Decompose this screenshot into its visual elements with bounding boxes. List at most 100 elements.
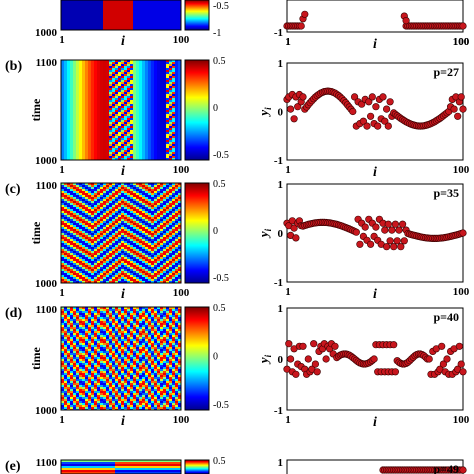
point-c-99 (459, 229, 467, 237)
heatmap-d-frame (60, 306, 182, 411)
heatmap-ytick-e-0: 1100 (36, 457, 58, 469)
point-b-58 (386, 98, 394, 106)
heatmap-ytick-a-0: 1000 (35, 27, 58, 39)
point-b-56 (383, 105, 391, 113)
heatmap-c-frame (60, 182, 182, 284)
point-b-42 (358, 100, 366, 108)
point-b-99 (459, 105, 467, 113)
point-c-39 (352, 228, 360, 236)
point-d-9 (299, 342, 307, 350)
point-a-43 (301, 10, 309, 18)
heatmap-ytick-d-1: 1000 (35, 405, 58, 417)
scatter-xtick-b-1: 100 (453, 164, 470, 176)
heatmap-xtick-c-0: 1 (59, 287, 65, 299)
point-c-56 (383, 243, 391, 251)
panel-label-e: (e) (5, 459, 21, 474)
point-a-8 (297, 22, 305, 30)
scatter-xtick-d-0: 1 (285, 414, 291, 426)
heatmap-b-frame (60, 59, 182, 161)
panel-label-d: (d) (5, 306, 22, 321)
scatter-ytick-d-0: 1 (278, 303, 284, 315)
colorbar-tick-a-1: -1 (213, 28, 221, 39)
heatmap-ytick-b-1: 1000 (35, 155, 58, 167)
scatter-ylabel-c: yi (256, 228, 273, 239)
point-c-58 (386, 237, 394, 245)
colorbar-tick-c-2: -0.5 (213, 273, 229, 284)
colorbar-a (185, 0, 209, 30)
scatter-d: yi (256, 307, 467, 411)
scatter-xtick-a-0: 1 (285, 36, 291, 48)
point-b-9 (299, 93, 307, 101)
point-b-4 (290, 115, 298, 123)
point-d-49 (370, 355, 378, 363)
colorbar-tick-b-2: -0.5 (213, 150, 229, 161)
colorbar-b-frame (184, 59, 210, 161)
point-b-47 (367, 112, 375, 120)
heatmap-xtick-d-1: 100 (173, 414, 190, 426)
point-c-65 (399, 220, 407, 228)
point-d-99 (459, 368, 467, 376)
point-c-63 (395, 226, 403, 234)
scatter-xtick-c-1: 100 (453, 286, 470, 298)
annotation-d: p=40 (433, 310, 459, 324)
colorbar-e-frame (184, 459, 210, 474)
scatter-xlabel-b: i (373, 165, 377, 180)
point-c-55 (381, 226, 389, 234)
scatter-ytick-e-0: 1 (278, 457, 284, 469)
scatter-e (286, 459, 467, 474)
point-b-55 (381, 117, 389, 125)
colorbar-tick-d-1: 0 (213, 352, 218, 363)
scatter-xtick-c-0: 1 (285, 286, 291, 298)
point-d-88 (439, 360, 448, 368)
scatter-xlabel-d: i (373, 415, 377, 430)
heatmap-xlabel-d: i (121, 414, 125, 429)
heatmap-ytick-c-1: 1000 (35, 278, 58, 290)
point-b-57 (384, 122, 392, 130)
point-c-44 (361, 223, 369, 231)
point-d-16 (311, 360, 320, 368)
annotation-c: p=35 (433, 186, 459, 200)
annotation-b: p=27 (433, 65, 459, 79)
scatter-ytick-b-2: -1 (274, 155, 283, 167)
scatter-xlabel-c: i (373, 287, 377, 302)
scatter-ytick-b-0: 1 (278, 58, 284, 70)
scatter-xtick-d-1: 100 (453, 414, 470, 426)
point-c-5 (292, 234, 300, 242)
point-b-96 (454, 112, 462, 120)
point-d-60 (390, 341, 398, 349)
point-b-48 (368, 93, 376, 101)
scatter-xtick-b-0: 1 (285, 164, 291, 176)
colorbar-tick-e-0: 0.5 (213, 456, 226, 467)
colorbar-c-frame (184, 182, 210, 284)
scatter-xtick-a-1: 100 (453, 36, 470, 48)
heatmap-ylabel-d: time (29, 347, 43, 370)
heatmap-d (61, 307, 181, 410)
point-d-97 (455, 342, 464, 350)
colorbar-d-frame (184, 306, 210, 411)
point-d-90 (443, 355, 451, 363)
colorbar-c (185, 183, 209, 283)
heatmap-xlabel-c: i (121, 287, 125, 302)
point-a-41 (459, 22, 467, 30)
point-b-98 (457, 93, 465, 101)
heatmap-ytick-c-0: 1100 (36, 180, 58, 192)
point-c-41 (356, 240, 364, 248)
point-c-4 (290, 224, 298, 232)
point-d-12 (304, 355, 312, 363)
scatter-xlabel-a: i (373, 37, 377, 52)
scatter-b: yi (256, 62, 467, 161)
point-b-37 (349, 107, 357, 116)
heatmap-e (61, 460, 181, 474)
scatter-ytick-d-2: -1 (274, 405, 283, 417)
point-d-80 (425, 355, 433, 363)
point-b-6 (294, 103, 302, 111)
colorbar-tick-a-0: -0.5 (213, 1, 229, 12)
point-a-45 (402, 17, 410, 25)
point-b-2 (287, 105, 295, 113)
heatmap-c (61, 183, 181, 283)
scatter-ylabel-d: yi (256, 354, 273, 365)
scatter-ytick-b-1: 0 (278, 107, 284, 119)
point-d-27 (331, 342, 339, 350)
point-c-61 (391, 220, 400, 228)
